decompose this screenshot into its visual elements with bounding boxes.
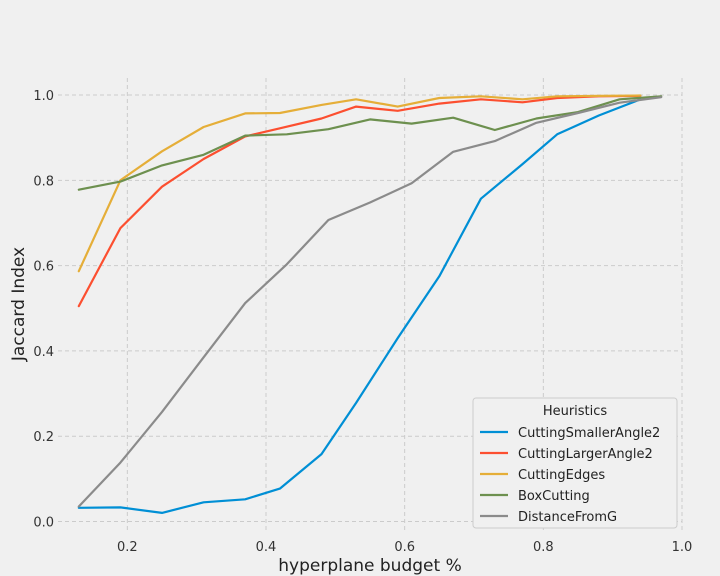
x-tick-label: 1.0 xyxy=(672,540,693,555)
legend-items: CuttingSmallerAngle2 CuttingLargerAngle2 C… xyxy=(480,426,660,525)
legend-label: CuttingSmallerAngle2 xyxy=(518,426,660,441)
legend-label: DistanceFromG xyxy=(518,510,617,525)
legend-label: CuttingLargerAngle2 xyxy=(518,447,653,462)
x-axis-label: hyperplane budget % xyxy=(278,556,461,576)
series-line-DistanceFromG xyxy=(77,96,663,508)
y-tick-label: 0.8 xyxy=(33,174,54,189)
legend: Heuristics CuttingSmallerAngle2 CuttingLa… xyxy=(472,397,678,529)
y-axis-label: Jaccard Index xyxy=(9,247,29,362)
legend-label: BoxCutting xyxy=(518,489,590,504)
y-tick-label: 0.0 xyxy=(33,515,54,530)
y-tick-label: 0.2 xyxy=(33,430,54,445)
x-tick-label: 0.2 xyxy=(117,540,138,555)
legend-box xyxy=(472,397,678,529)
legend-title: Heuristics xyxy=(543,404,608,419)
series-line-BoxCutting xyxy=(77,95,663,191)
series-line-CuttingSmallerAngle2 xyxy=(77,98,642,515)
legend-label: CuttingEdges xyxy=(518,468,605,483)
series-line-CuttingLargerAngle2 xyxy=(77,94,642,308)
x-tick-label: 0.4 xyxy=(256,540,277,555)
x-tick-label: 0.8 xyxy=(533,540,554,555)
tick-labels: 0.2 0.4 0.6 0.8 1.0 0.0 0.2 0.4 0.6 0.8 1.0 xyxy=(33,89,692,555)
series-layer xyxy=(77,94,663,515)
series-line-CuttingEdges xyxy=(77,94,642,273)
y-tick-label: 0.4 xyxy=(33,345,54,360)
y-tick-label: 1.0 xyxy=(33,89,54,104)
y-tick-label: 0.6 xyxy=(33,260,54,275)
x-tick-label: 0.6 xyxy=(394,540,415,555)
